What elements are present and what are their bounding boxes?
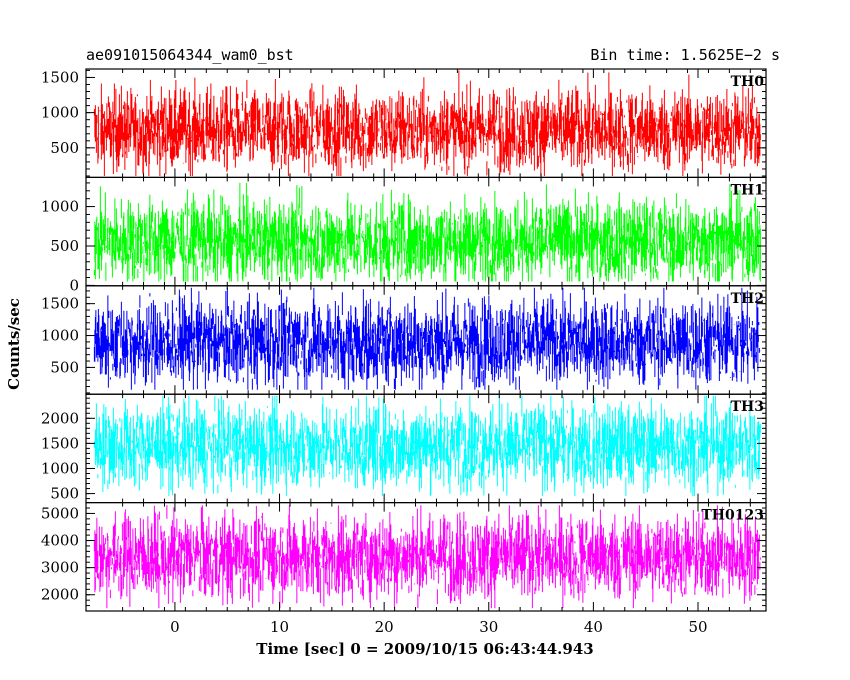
y-tick-label: 500 bbox=[50, 237, 79, 255]
y-tick-label: 1500 bbox=[41, 295, 79, 313]
x-tick-label: 0 bbox=[170, 618, 180, 636]
y-tick-label: 500 bbox=[50, 485, 79, 503]
bin-time-label: Bin time: 1.5625E−2 s bbox=[590, 46, 780, 64]
y-tick-label: 1000 bbox=[41, 459, 79, 477]
panel-th0-label: TH0 bbox=[731, 74, 765, 90]
y-tick-label: 1000 bbox=[41, 327, 79, 345]
panel-th0123-label: TH0123 bbox=[701, 508, 764, 524]
y-tick-label: 4000 bbox=[41, 532, 79, 550]
panel-th2-label: TH2 bbox=[731, 291, 764, 307]
series-th3-trace bbox=[93, 395, 761, 497]
y-tick-label: 1000 bbox=[41, 104, 79, 122]
x-tick-label: 40 bbox=[584, 618, 603, 636]
figure-title: ae091015064344_wam0_bst bbox=[86, 46, 294, 64]
y-tick-label: 2000 bbox=[41, 586, 79, 604]
series-th0123-trace bbox=[93, 505, 761, 609]
y-axis-title: Counts/sec bbox=[5, 298, 23, 390]
y-tick-label: 500 bbox=[50, 358, 79, 376]
x-axis-title: Time [sec] 0 = 2009/10/15 06:43:44.943 bbox=[256, 640, 593, 658]
series-th0-trace bbox=[93, 70, 761, 176]
x-tick-label: 20 bbox=[375, 618, 394, 636]
series-th1-trace bbox=[93, 182, 761, 282]
y-tick-label: 1500 bbox=[41, 68, 79, 86]
y-tick-label: 5000 bbox=[41, 504, 79, 522]
y-tick-label: 1500 bbox=[41, 434, 79, 452]
y-tick-label: 0 bbox=[69, 276, 79, 294]
panel-th3-label: TH3 bbox=[731, 399, 764, 415]
panel-th1-label: TH1 bbox=[731, 182, 764, 198]
y-tick-label: 1000 bbox=[41, 198, 79, 216]
y-tick-label: 500 bbox=[50, 139, 79, 157]
x-tick-label: 50 bbox=[688, 618, 707, 636]
series-th2-trace bbox=[93, 287, 761, 390]
x-tick-label: 30 bbox=[479, 618, 498, 636]
x-tick-label: 10 bbox=[270, 618, 289, 636]
y-tick-label: 3000 bbox=[41, 559, 79, 577]
y-tick-label: 2000 bbox=[41, 409, 79, 427]
